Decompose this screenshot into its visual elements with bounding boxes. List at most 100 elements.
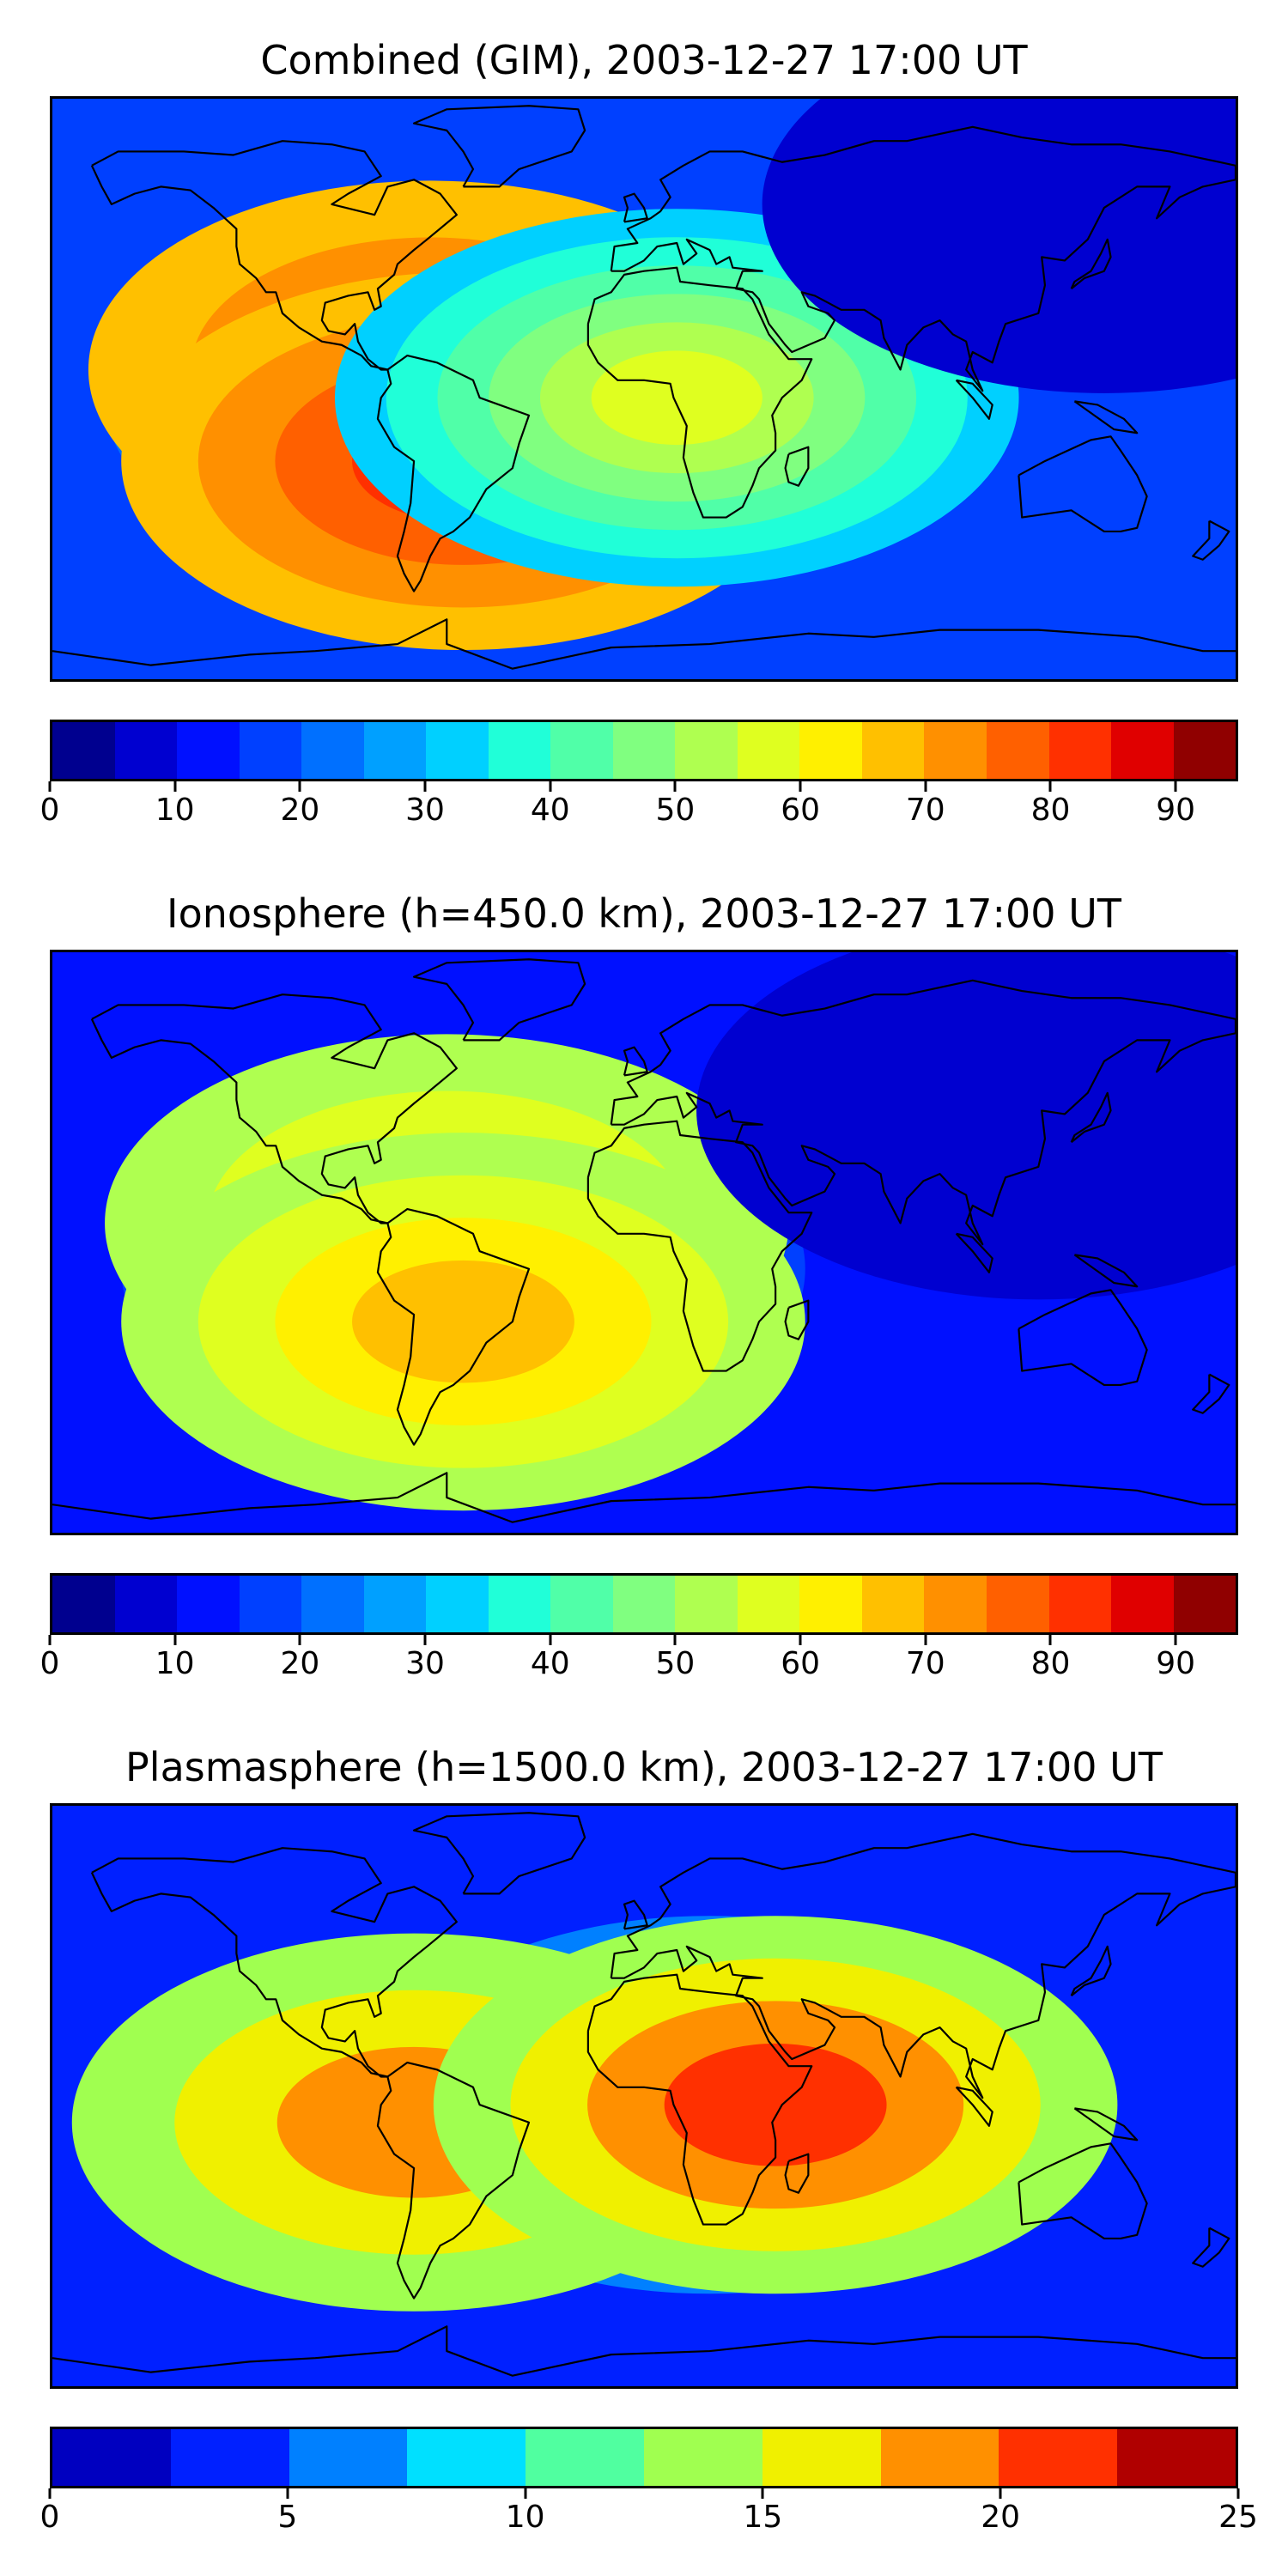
contour-band-3-0 — [696, 952, 1236, 1300]
coastline-2 — [376, 2061, 531, 2300]
colorbar-segment — [675, 1576, 738, 1632]
colorbar-tick-label: 70 — [905, 793, 945, 828]
panel-3-map-svg — [52, 1806, 1236, 2386]
colorbar-tick — [524, 2488, 527, 2499]
coastline-3 — [610, 979, 1236, 1246]
colorbar-segment — [289, 2429, 408, 2486]
panel-2-map-svg — [52, 952, 1236, 1533]
coastline-11 — [1192, 519, 1230, 561]
colorbar-tick — [799, 781, 802, 792]
colorbar-tick-label: 0 — [39, 1646, 60, 1681]
coastline-0 — [90, 1847, 458, 2078]
colorbar-segment — [426, 1576, 489, 1632]
colorbar-segment — [488, 722, 551, 779]
coastline-6 — [1018, 435, 1148, 533]
colorbar-tick-label: 30 — [405, 1646, 445, 1681]
coastline-5 — [784, 446, 810, 487]
colorbar-tick — [423, 781, 427, 792]
colorbar-tick — [48, 781, 52, 792]
colorbar-segment — [1048, 1576, 1112, 1632]
coastline-10 — [623, 192, 648, 223]
colorbar-tick — [999, 2488, 1002, 2499]
panel-2-title: Ionosphere (h=450.0 km), 2003-12-27 17:0… — [167, 890, 1121, 937]
colorbar-tick — [673, 1635, 677, 1645]
coastline-4 — [586, 1973, 813, 2226]
colorbar-segment — [643, 2429, 762, 2486]
colorbar-tick — [1048, 781, 1052, 792]
colorbar-tick-label: 80 — [1030, 1646, 1071, 1681]
colorbar-tick-label: 0 — [39, 2500, 60, 2535]
contour-band-2-3 — [352, 1260, 574, 1383]
colorbar-segment — [1111, 1576, 1174, 1632]
colorbar-segment — [861, 722, 925, 779]
colorbar-segment — [675, 722, 738, 779]
colorbar-segment — [1117, 2429, 1236, 2486]
colorbar-tick-label: 30 — [405, 793, 445, 828]
panel-1-title: Combined (GIM), 2003-12-27 17:00 UT — [260, 37, 1028, 83]
coastline-5 — [784, 2153, 810, 2194]
colorbar-tick — [549, 1635, 552, 1645]
coastline-12 — [52, 1472, 1236, 1523]
coastline-7 — [955, 2086, 993, 2127]
colorbar-tick — [1174, 1635, 1177, 1645]
colorbar-segment — [799, 722, 862, 779]
coastline-1 — [412, 958, 586, 1042]
coastline-3 — [610, 1832, 1236, 2099]
colorbar-segment — [114, 1576, 178, 1632]
colorbar-segment — [737, 722, 800, 779]
coastline-8 — [1073, 400, 1139, 434]
colorbar-segment — [301, 1576, 364, 1632]
colorbar-tick — [173, 781, 177, 792]
coastline-4 — [586, 266, 813, 519]
coastline-10 — [623, 1046, 648, 1077]
colorbar-segment — [880, 2429, 999, 2486]
coastline-11 — [1192, 1373, 1230, 1414]
colorbar-tick-label: 70 — [905, 1646, 945, 1681]
colorbar-segment — [363, 1576, 427, 1632]
colorbar-segment — [550, 1576, 613, 1632]
colorbar-tick — [298, 781, 301, 792]
coastline-3 — [610, 125, 1236, 392]
colorbar-tick — [761, 2488, 764, 2499]
colorbar-segment — [1173, 1576, 1236, 1632]
coastline-8 — [1073, 1254, 1139, 1288]
colorbar-tick-label: 10 — [155, 1646, 195, 1681]
panel-3-title: Plasmasphere (h=1500.0 km), 2003-12-27 1… — [125, 1744, 1163, 1790]
colorbar-segment — [52, 722, 115, 779]
colorbar-tick-label: 10 — [155, 793, 195, 828]
panel-1-map-svg — [52, 99, 1236, 679]
colorbar-segment — [1111, 722, 1174, 779]
colorbar-segment — [52, 2429, 171, 2486]
colorbar-tick — [48, 1635, 52, 1645]
colorbar-segment — [52, 1576, 115, 1632]
coastline-2 — [376, 354, 531, 592]
coastline-10 — [623, 1899, 648, 1930]
coastline-7 — [955, 1232, 993, 1273]
coastline-1 — [412, 1812, 586, 1895]
colorbar-tick-label: 25 — [1218, 2500, 1258, 2535]
contour-band-3-5 — [591, 350, 762, 446]
colorbar-segment — [762, 2429, 881, 2486]
colorbar-tick-label: 90 — [1156, 793, 1196, 828]
colorbar-segment — [737, 1576, 800, 1632]
colorbar-tick-label: 50 — [655, 1646, 696, 1681]
coastline-0 — [90, 993, 458, 1224]
colorbar-segment — [301, 722, 364, 779]
colorbar-segment — [363, 722, 427, 779]
colorbar-tick-label: 90 — [1156, 1646, 1196, 1681]
colorbar-segment — [999, 2429, 1118, 2486]
coastline-11 — [1192, 2227, 1230, 2268]
panel-2-colorbar-ticks: 0 10 20 30 40 50 60 70 80 90 — [40, 1635, 1238, 1681]
coastline-8 — [1073, 2107, 1139, 2142]
coastline-12 — [52, 2325, 1236, 2377]
panel-1-colorbar-ticks: 0 10 20 30 40 50 60 70 80 90 — [40, 781, 1238, 828]
coastline-12 — [52, 618, 1236, 670]
colorbar-segment — [924, 1576, 987, 1632]
colorbar-tick — [1174, 781, 1177, 792]
coastline-1 — [412, 105, 586, 188]
colorbar-segment — [114, 722, 178, 779]
panel-3-map — [50, 1803, 1238, 2389]
coastline-6 — [1018, 1289, 1148, 1387]
colorbar-tick — [673, 781, 677, 792]
colorbar-tick-label: 50 — [655, 793, 696, 828]
